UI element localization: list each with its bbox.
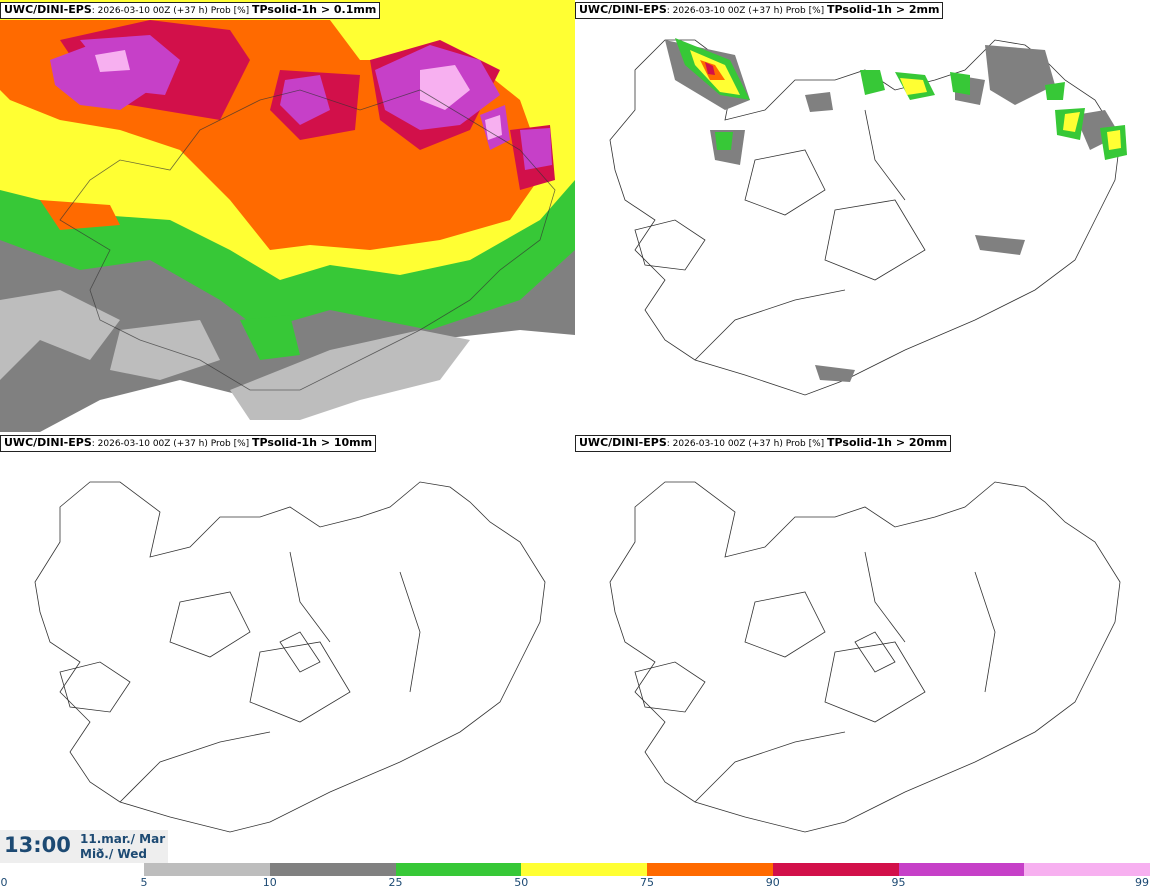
colorbar-segment [1024,863,1150,876]
probability-field [609,38,1127,396]
colorbar-tick-label: 5 [140,876,148,889]
panel-title: UWC/DINI-EPS: 2026-03-10 00Z (+37 h) Pro… [575,2,944,19]
colorbar-segment [269,863,396,876]
colorbar-tick-label: 10 [262,876,277,889]
iceland-outline [609,481,1121,833]
colorbar-tick-label: 50 [514,876,529,889]
model-name: UWC/DINI-EPS [4,436,92,449]
run-info: 2026-03-10 00Z (+37 h) Prob [%] [97,439,250,449]
colorbar-segment [395,863,522,876]
parameter-label: TPsolid-1h > 10mm [252,436,373,449]
model-name: UWC/DINI-EPS [579,436,667,449]
colorbar-tick-label: 90 [765,876,780,889]
iceland-outline [34,481,546,833]
run-info: 2026-03-10 00Z (+37 h) Prob [%] [672,439,825,449]
probability-field [0,0,575,432]
colorbar-segment [521,863,647,876]
valid-date-line2: Mið./ Wed [80,847,147,861]
run-info: 2026-03-10 00Z (+37 h) Prob [%] [672,6,825,16]
map-panel-tp-01mm: UWC/DINI-EPS: 2026-03-10 00Z (+37 h) Pro… [0,0,575,432]
colorbar-segment [647,863,773,876]
panel-title: UWC/DINI-EPS: 2026-03-10 00Z (+37 h) Pro… [0,435,377,452]
map-panel-tp-20mm: UWC/DINI-EPS: 2026-03-10 00Z (+37 h) Pro… [575,432,1150,864]
probability-field [34,481,546,833]
colorbar-ticks: 0 5 10 25 50 75 90 95 99 [0,876,1150,891]
map-panel-tp-10mm: UWC/DINI-EPS: 2026-03-10 00Z (+37 h) Pro… [0,432,575,864]
colorbar-tick-label: 75 [640,876,654,889]
valid-time: 13:00 [4,833,71,857]
colorbar-tick-label: 99 [1135,876,1149,889]
colorbar-tick-label: 25 [388,876,403,889]
colorbar-tick-label: 95 [891,876,906,889]
colorbar-segment [144,863,270,876]
parameter-label: TPsolid-1h > 0.1mm [252,3,377,16]
map-panel-tp-2mm: UWC/DINI-EPS: 2026-03-10 00Z (+37 h) Pro… [575,0,1150,432]
probability-colorbar [144,863,1150,876]
probability-field [609,481,1121,833]
model-name: UWC/DINI-EPS [4,3,92,16]
parameter-label: TPsolid-1h > 2mm [827,3,940,16]
parameter-label: TPsolid-1h > 20mm [827,436,948,449]
colorbar-segment [772,863,899,876]
run-info: 2026-03-10 00Z (+37 h) Prob [%] [97,6,250,16]
panel-title: UWC/DINI-EPS: 2026-03-10 00Z (+37 h) Pro… [575,435,952,452]
colorbar-segment [898,863,1025,876]
colorbar-tick-label: 0 [0,876,8,889]
valid-time-box: 13:00 11.mar./ Mar Mið./ Wed [0,830,168,863]
model-name: UWC/DINI-EPS [579,3,667,16]
valid-date-line1: 11.mar./ Mar [80,832,166,846]
panel-title: UWC/DINI-EPS: 2026-03-10 00Z (+37 h) Pro… [0,2,381,19]
